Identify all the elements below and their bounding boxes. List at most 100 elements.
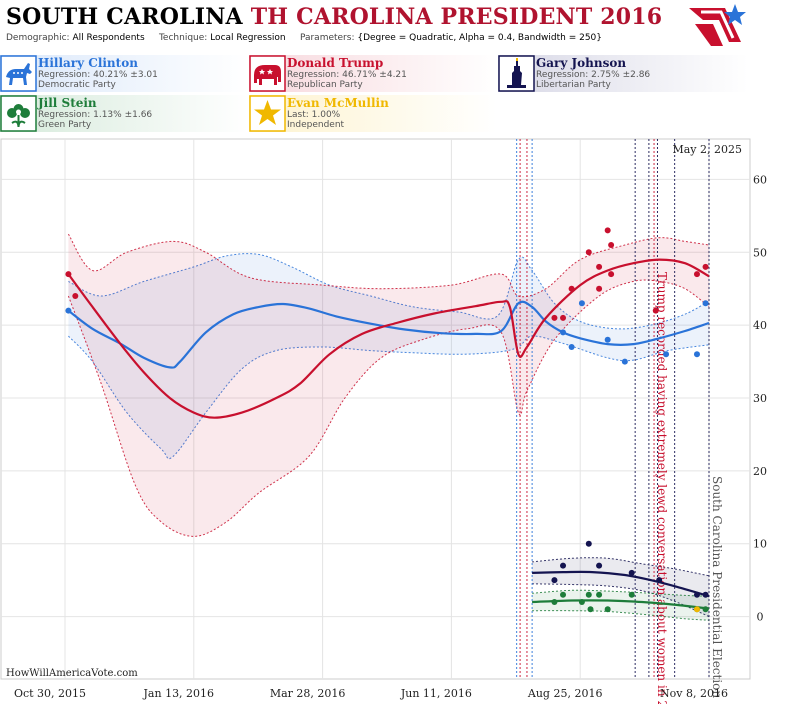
confidence-band <box>68 234 709 537</box>
candidate-party: Republican Party <box>287 80 363 90</box>
technique-label: Technique: <box>158 33 208 43</box>
poll-point <box>663 351 670 358</box>
confidence-bands <box>67 233 710 621</box>
parameters-line: Demographic: All Respondents Technique: … <box>6 33 602 43</box>
candidate-stat: Regression: 46.71% ±4.21 <box>287 70 407 80</box>
candidate-name: Gary Johnson <box>536 56 627 70</box>
poll-point <box>702 591 709 598</box>
title-state: SOUTH CAROLINA <box>6 4 243 30</box>
poll-point <box>608 242 615 248</box>
poll-chart: Trump recorded having extremely lewd con… <box>0 138 767 704</box>
candidate-party: Democratic Party <box>38 80 116 90</box>
poll-point <box>585 249 592 256</box>
poll-point <box>604 227 611 234</box>
poll-point <box>578 599 585 605</box>
band-lower-line <box>532 610 710 621</box>
x-axis-ticks: Oct 30, 2015 Jan 13, 2016 Mar 28, 2016 Jun … <box>14 687 728 700</box>
candidate-party: Libertarian Party <box>536 80 611 90</box>
event-label: South Carolina Presidential Election <box>710 476 724 698</box>
star-icon <box>249 95 286 132</box>
trend-line <box>67 300 710 369</box>
poll-point <box>585 540 592 547</box>
poll-point <box>65 307 72 314</box>
candidate-name: Donald Trump <box>287 56 384 70</box>
chart-title: SOUTH CAROLINA TH CAROLINA PRESIDENT 201… <box>6 4 662 30</box>
poll-point <box>72 293 79 299</box>
y-tick-label: 0 <box>757 611 764 624</box>
watermark: HowWillAmericaVote.com <box>6 668 138 679</box>
poll-point <box>560 329 567 336</box>
poll-point <box>596 285 603 292</box>
candidate-stat: Regression: 1.13% ±1.66 <box>38 110 153 120</box>
x-tick-label: Oct 30, 2015 <box>14 687 86 700</box>
donkey-icon <box>0 55 37 92</box>
confidence-band <box>68 253 709 459</box>
poll-point <box>628 569 635 576</box>
poll-point <box>693 271 700 278</box>
poll-point <box>551 599 558 605</box>
band-upper-line <box>68 253 710 330</box>
site-logo-icon <box>689 4 746 46</box>
y-axis-ticks: 0 10 20 30 40 50 60 <box>753 173 767 623</box>
band-upper-line <box>532 557 710 577</box>
demographic-value: All Respondents <box>72 33 145 43</box>
poll-point <box>702 606 709 613</box>
x-tick-label: Aug 25, 2016 <box>527 687 603 700</box>
poll-point <box>693 351 700 358</box>
poll-point <box>578 300 585 307</box>
candidate-stat: Regression: 2.75% ±2.86 <box>536 70 651 80</box>
candidate-card-trump: Donald Trump Regression: 46.71% ±4.21 Re… <box>249 55 497 92</box>
band-lower-line <box>68 335 710 460</box>
title-race: TH CAROLINA PRESIDENT 2016 <box>250 4 663 30</box>
poll-point <box>560 562 567 569</box>
y-tick-label: 50 <box>753 246 767 259</box>
poll-point <box>702 300 709 307</box>
candidate-party: Independent <box>287 120 345 130</box>
candidate-name: Hillary Clinton <box>38 56 138 70</box>
parameters-value: {Degree = Quadratic, Alpha = 0.4, Bandwi… <box>357 33 603 43</box>
poll-point <box>585 591 592 598</box>
band-lower-line <box>532 583 710 618</box>
poll-point <box>702 263 709 270</box>
candidate-name: Jill Stein <box>38 96 97 110</box>
band-upper-line <box>532 589 710 597</box>
poll-point <box>596 562 603 569</box>
trend-lines <box>67 258 710 610</box>
technique-value: Local Regression <box>210 33 286 43</box>
y-tick-label: 30 <box>753 392 767 405</box>
date-stamp: May 2, 2025 <box>672 143 742 156</box>
poll-point <box>604 606 611 613</box>
poll-point <box>568 344 575 350</box>
poll-point <box>596 591 603 598</box>
candidate-stat: Regression: 40.21% ±3.01 <box>38 70 158 80</box>
candidate-card-mcmullin: Evan McMullin Last: 1.00% Independent <box>249 95 497 132</box>
poll-point <box>656 577 663 584</box>
trend-line <box>532 570 710 598</box>
candidate-name: Evan McMullin <box>287 96 389 110</box>
poll-point <box>560 314 567 321</box>
poll-point <box>621 358 628 365</box>
x-tick-label: Jan 13, 2016 <box>143 687 215 700</box>
candidate-party: Green Party <box>38 120 92 130</box>
poll-point <box>608 271 615 278</box>
candidate-card-clinton: Hillary Clinton Regression: 40.21% ±3.01… <box>0 55 248 92</box>
poll-point <box>560 591 567 598</box>
candidate-card-johnson: Gary Johnson Regression: 2.75% ±2.86 Lib… <box>498 55 748 92</box>
candidate-card-stein: Jill Stein Regression: 1.13% ±1.66 Green… <box>0 95 248 132</box>
event-label: Trump recorded having extremely lewd con… <box>655 272 669 704</box>
liberty-icon <box>498 55 535 92</box>
parameters-label: Parameters: <box>299 33 355 43</box>
y-tick-label: 60 <box>753 173 767 186</box>
y-tick-label: 20 <box>753 465 767 478</box>
poll-point <box>596 263 603 270</box>
y-tick-label: 40 <box>753 319 767 332</box>
poll-point <box>551 577 558 584</box>
elephant-icon <box>249 55 286 92</box>
event-markers: Trump recorded having extremely lewd con… <box>516 139 724 704</box>
poll-point <box>568 285 575 292</box>
y-tick-label: 10 <box>753 538 767 551</box>
poll-point <box>693 591 700 598</box>
trend-line <box>532 599 710 610</box>
poll-point <box>652 307 659 314</box>
x-tick-label: Mar 28, 2016 <box>270 687 346 700</box>
